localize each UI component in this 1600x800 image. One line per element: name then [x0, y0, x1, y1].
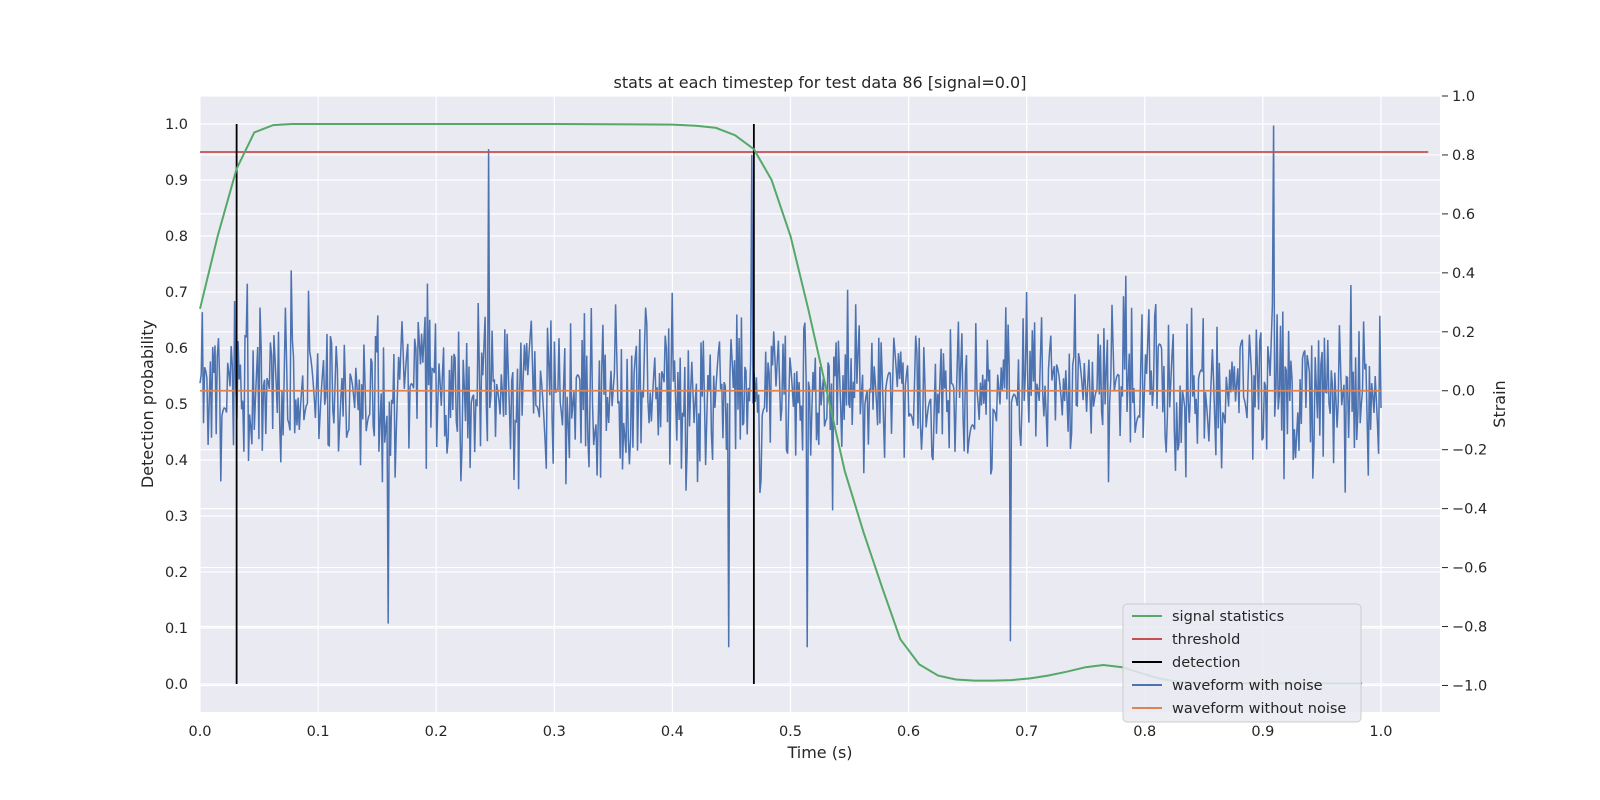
y2-tick-label: 0.4	[1452, 266, 1475, 282]
y-tick-label: 0.9	[165, 173, 188, 189]
x-tick-label: 0.0	[188, 724, 211, 740]
legend-label-waveform-without-noise: waveform without noise	[1172, 701, 1346, 717]
x-tick-label: 1.0	[1369, 724, 1392, 740]
y-tick-label: 1.0	[165, 117, 188, 133]
y2-tick-label: 0.8	[1452, 148, 1475, 164]
y2-tick-label: −0.6	[1452, 561, 1487, 577]
y2-tick-label: −0.4	[1452, 502, 1487, 518]
y-axis-left: 0.0 0.1 0.2 0.3 0.4 0.5 0.6 0.7 0.8 0.9 1.0	[165, 117, 188, 693]
y-tick-label: 0.4	[165, 453, 188, 469]
x-tick-label: 0.7	[1015, 724, 1038, 740]
legend-label-waveform-with-noise: waveform with noise	[1172, 678, 1323, 694]
y2-tick-label: −0.8	[1452, 620, 1487, 636]
y2-tick-label: 0.6	[1452, 207, 1475, 223]
x-tick-label: 0.9	[1251, 724, 1274, 740]
x-axis: 0.0 0.1 0.2 0.3 0.4 0.5 0.6 0.7 0.8 0.9 1.0	[188, 724, 1392, 740]
y2-tick-label: 0.2	[1452, 325, 1475, 341]
legend-box	[1122, 603, 1362, 723]
x-tick-label: 0.6	[897, 724, 920, 740]
y2-axis-label: Strain	[1490, 380, 1509, 427]
y-tick-label: 0.3	[165, 509, 188, 525]
x-axis-label: Time (s)	[786, 743, 852, 762]
y-tick-label: 0.6	[165, 341, 188, 357]
y-tick-label: 0.1	[165, 621, 188, 637]
y2-tick-label: 0.0	[1452, 384, 1475, 400]
legend-label-threshold: threshold	[1172, 632, 1240, 648]
y-tick-label: 0.0	[165, 677, 188, 693]
y-axis-right: −1.0 −0.8 −0.6 −0.4 −0.2 0.0 0.2 0.4 0.6 0.8 1.0	[1442, 89, 1487, 694]
y2-tick-label: −0.2	[1452, 443, 1487, 459]
plot-area	[199, 123, 1429, 685]
y-tick-label: 0.2	[165, 565, 188, 581]
x-tick-label: 0.3	[543, 724, 566, 740]
legend-label-detection: detection	[1172, 655, 1240, 671]
y-tick-label: 0.8	[165, 229, 188, 245]
waveform-with-noise-line	[199, 125, 1382, 648]
legend: signal statistics threshold detection wa…	[1122, 603, 1362, 723]
y2-tick-label: −1.0	[1452, 678, 1487, 694]
x-tick-label: 0.4	[661, 724, 684, 740]
x-tick-label: 0.8	[1133, 724, 1156, 740]
y-axis-label: Detection probability	[138, 320, 157, 488]
x-tick-label: 0.5	[779, 724, 802, 740]
y2-tick-label: 1.0	[1452, 89, 1475, 105]
y-tick-label: 0.5	[165, 397, 188, 413]
x-tick-label: 0.1	[307, 724, 330, 740]
x-tick-label: 0.2	[425, 724, 448, 740]
y-tick-label: 0.7	[165, 285, 188, 301]
chart-title: stats at each timestep for test data 86 …	[614, 73, 1027, 92]
legend-label-signal-statistics: signal statistics	[1172, 609, 1284, 625]
